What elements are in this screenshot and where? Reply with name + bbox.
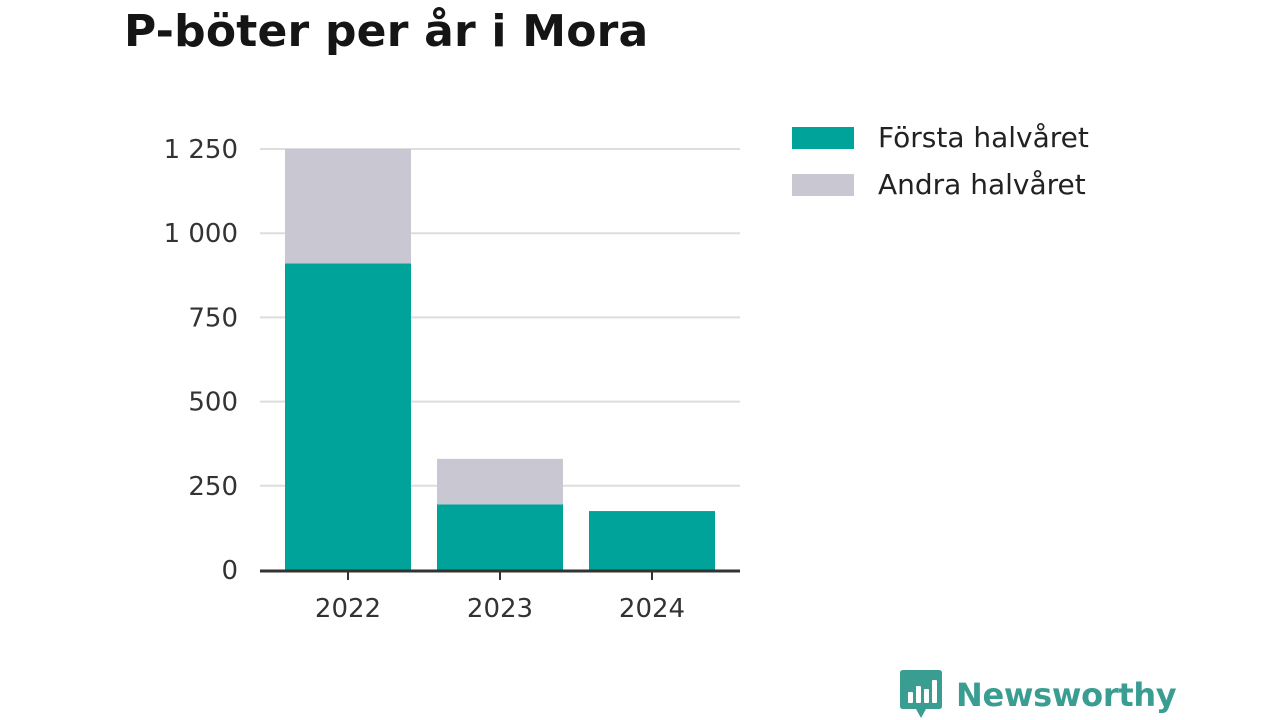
brand-name: Newsworthy	[956, 676, 1177, 714]
legend-item-first-half: Första halvåret	[792, 114, 1089, 161]
legend-label-first-half: Första halvåret	[878, 121, 1089, 154]
legend-label-second-half: Andra halvåret	[878, 168, 1086, 201]
chart-title: P-böter per år i Mora	[124, 6, 649, 57]
y-tick-label: 1 250	[164, 135, 238, 165]
bars	[285, 149, 715, 570]
x-tick-label: 2023	[467, 594, 533, 624]
x-tick-label: 2022	[315, 594, 381, 624]
y-tick-label: 1 000	[164, 219, 238, 249]
legend-item-second-half: Andra halvåret	[792, 161, 1089, 208]
legend-swatch-first-half	[792, 126, 854, 149]
bar-2022-second-half	[285, 149, 411, 264]
y-tick-label: 250	[188, 472, 238, 502]
y-tick-label: 0	[221, 556, 238, 586]
bar-2022-first-half	[285, 263, 411, 570]
legend-swatch-second-half	[792, 173, 854, 196]
y-axis-labels: 0 250 500 750 1 000 1 250	[164, 135, 238, 586]
x-tick-label: 2024	[619, 594, 685, 624]
x-axis: 2022 2023 2024	[260, 569, 740, 624]
y-tick-label: 500	[188, 388, 238, 418]
bar-2023-second-half	[437, 458, 563, 505]
legend: Första halvåret Andra halvåret	[792, 114, 1089, 208]
newsworthy-bar-chart-icon	[900, 670, 942, 718]
brand-logo: Newsworthy	[900, 670, 1177, 720]
bar-2023-first-half	[437, 504, 563, 570]
bar-2024-first-half	[589, 511, 715, 570]
y-tick-label: 750	[188, 303, 238, 333]
